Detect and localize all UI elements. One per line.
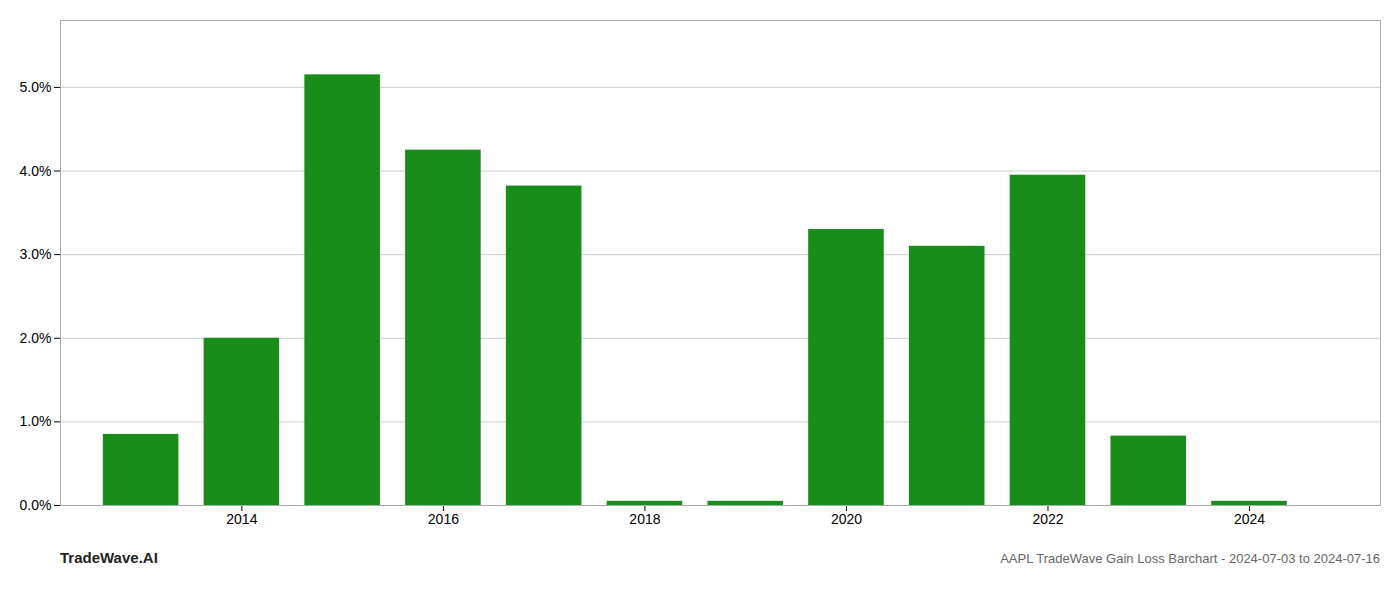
svg-text:4.0%: 4.0%: [20, 162, 52, 178]
svg-text:2024: 2024: [1234, 511, 1265, 527]
svg-text:5.0%: 5.0%: [20, 79, 52, 95]
svg-text:2018: 2018: [629, 511, 660, 527]
svg-text:1.0%: 1.0%: [20, 413, 52, 429]
svg-text:2014: 2014: [226, 511, 257, 527]
svg-text:2022: 2022: [1032, 511, 1063, 527]
html-text:AAPL TradeWave Gain Loss Barch: AAPL TradeWave Gain Loss Barchart - 2024…: [1000, 551, 1380, 566]
svg-text:2.0%: 2.0%: [20, 330, 52, 346]
html-text:TradeWave.AI: TradeWave.AI: [60, 549, 158, 566]
svg-text:0.0%: 0.0%: [20, 497, 52, 513]
svg-text:3.0%: 3.0%: [20, 246, 52, 262]
svg-text:2020: 2020: [831, 511, 862, 527]
svg-text:2016: 2016: [428, 511, 459, 527]
